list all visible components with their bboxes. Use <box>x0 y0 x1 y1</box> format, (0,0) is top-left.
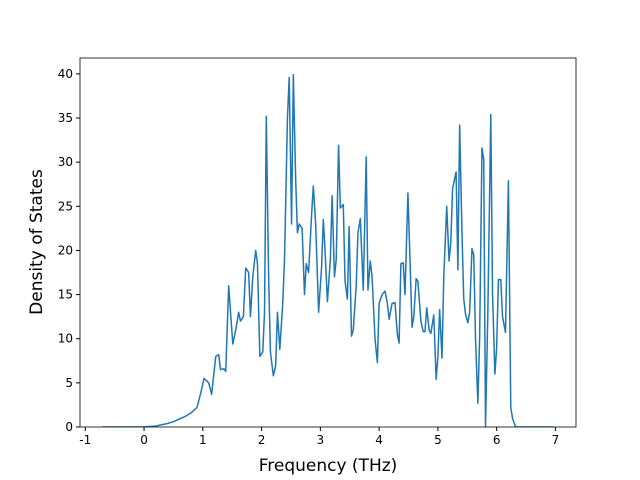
y-tick-label: 25 <box>58 199 73 213</box>
x-tick-label: 6 <box>493 433 501 447</box>
x-axis-label: Frequency (THz) <box>259 456 398 476</box>
y-tick-label: 35 <box>58 111 73 125</box>
y-tick-label: 20 <box>58 243 73 257</box>
x-tick-label: 5 <box>434 433 442 447</box>
y-tick-label: 5 <box>65 376 73 390</box>
x-tick-label: 3 <box>317 433 325 447</box>
dos-line <box>102 74 554 427</box>
y-tick-label: 10 <box>58 332 73 346</box>
x-tick-label: 7 <box>552 433 560 447</box>
x-tick-label: 0 <box>140 433 148 447</box>
x-tick-label: 4 <box>375 433 383 447</box>
x-tick-label: -1 <box>79 433 91 447</box>
y-tick-label: 40 <box>58 67 73 81</box>
x-tick-label: 2 <box>258 433 266 447</box>
plot-frame <box>79 57 577 428</box>
y-tick-label: 0 <box>65 420 73 434</box>
x-tick-label: 1 <box>199 433 207 447</box>
y-tick-label: 15 <box>58 288 73 302</box>
y-tick-label: 30 <box>58 155 73 169</box>
y-axis-label: Density of States <box>27 169 47 315</box>
